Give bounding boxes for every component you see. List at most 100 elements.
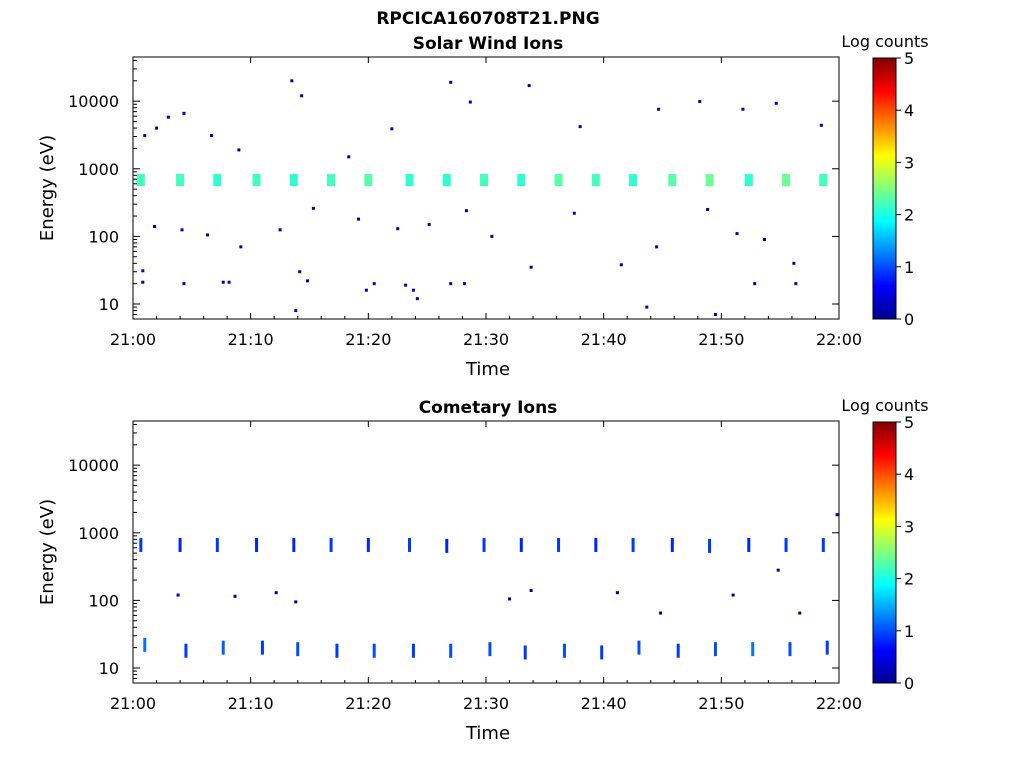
y-tick-label: 10 (99, 659, 119, 678)
heatmap-cell (372, 282, 376, 286)
x-tick-label: 22:00 (816, 694, 862, 713)
heatmap-cell (776, 568, 780, 572)
colorbar-tick-label: 3 (904, 153, 914, 172)
x-tick-label: 21:20 (345, 330, 391, 349)
heatmap-cell (482, 537, 486, 552)
colorbar-gradient (872, 421, 897, 684)
panel-title: Cometary Ions (419, 398, 558, 418)
heatmap-cell (141, 269, 145, 273)
heatmap-cell (698, 99, 702, 103)
heatmap-cell (221, 640, 225, 655)
heatmap-cell (468, 100, 472, 104)
colorbar-tick-label: 2 (904, 570, 914, 589)
x-axis-label: Time (465, 723, 510, 744)
y-axis-label: Energy (eV) (37, 499, 58, 605)
colorbar: Log counts 0 1 2 3 4 5 (841, 32, 928, 329)
heatmap-cell (329, 537, 333, 552)
heatmap-cell (143, 637, 147, 652)
x-tick-label: 21:20 (345, 694, 391, 713)
heatmap-cell (794, 282, 798, 286)
heatmap-cell (744, 174, 753, 187)
heatmap-cell (655, 245, 659, 249)
heatmap-cell (255, 537, 259, 552)
heatmap-cell (706, 207, 710, 211)
heatmap-cell (139, 537, 143, 552)
heatmap-cell (289, 174, 298, 187)
heatmap-cell (657, 107, 661, 111)
heatmap-cell (442, 174, 451, 187)
colorbar-tick-label: 5 (904, 413, 914, 432)
heatmap-cell (405, 174, 414, 187)
heatmap-cell (300, 94, 304, 98)
heatmap-cell (449, 80, 453, 84)
heatmap-cell (408, 537, 412, 552)
x-axis-label: Time (465, 359, 510, 380)
heatmap-cell (357, 217, 361, 221)
heatmap-cell (290, 79, 294, 83)
heatmap-cell (762, 237, 766, 241)
heatmap-cell (366, 537, 370, 552)
colorbar-tick-label: 4 (904, 465, 914, 484)
heatmap-cell (488, 642, 492, 657)
heatmap-cell (237, 148, 241, 152)
colorbar-tick-label: 5 (904, 49, 914, 68)
heatmap-cell (529, 265, 533, 269)
y-axis: 10 100 1000 10000 (68, 59, 839, 320)
heatmap-cell (178, 537, 182, 552)
heatmap-cell (751, 642, 755, 657)
heatmap-cell (517, 174, 526, 187)
x-tick-label: 21:30 (463, 694, 509, 713)
heatmap-cell (819, 123, 823, 127)
heatmap-cell (572, 211, 576, 215)
heatmap-cell (390, 127, 394, 131)
heatmap-cell (659, 611, 663, 615)
heatmap-cell (490, 234, 494, 238)
y-axis-label: Energy (eV) (37, 135, 58, 241)
colorbar-tick-label: 4 (904, 101, 914, 120)
heatmap-cells (136, 79, 828, 316)
y-tick-label: 100 (88, 591, 119, 610)
heatmap-cell (176, 174, 185, 187)
heatmap-cell (529, 589, 533, 593)
heatmap-cells (139, 513, 839, 660)
plot-area (132, 56, 840, 320)
heatmap-cell (155, 126, 159, 130)
heatmap-cell (713, 312, 717, 316)
heatmap-cell (141, 280, 145, 284)
colorbar-tick-label: 0 (904, 674, 914, 693)
x-tick-label: 21:40 (581, 330, 627, 349)
heatmap-cell (735, 232, 739, 236)
x-tick-label: 21:10 (228, 330, 274, 349)
heatmap-cell (427, 222, 431, 226)
x-tick-label: 21:50 (698, 694, 744, 713)
heatmap-cell (519, 537, 523, 552)
heatmap-cell (557, 537, 561, 552)
y-tick-label: 1000 (78, 160, 119, 179)
x-tick-label: 21:00 (110, 694, 156, 713)
heatmap-cell (449, 282, 453, 286)
heatmap-cell (298, 270, 302, 274)
heatmap-cell (637, 640, 641, 655)
x-tick-label: 21:00 (110, 330, 156, 349)
colorbar-tick-label: 0 (904, 310, 914, 329)
heatmap-cell (713, 642, 717, 657)
heatmap-cell (215, 537, 219, 552)
heatmap-cell (615, 591, 619, 595)
y-tick-label: 100 (88, 227, 119, 246)
colorbar-tick-label: 2 (904, 206, 914, 225)
heatmap-cell (184, 643, 188, 658)
heatmap-cell (527, 84, 531, 88)
heatmap-cell (731, 593, 735, 597)
heatmap-cell (296, 642, 300, 657)
heatmap-cell (782, 174, 791, 187)
heatmap-cell (278, 228, 282, 232)
heatmap-cell (821, 537, 825, 552)
colorbar-tick-label: 1 (904, 622, 914, 641)
heatmap-cell (166, 115, 170, 119)
heatmap-cell (594, 537, 598, 552)
colorbar-tick-label: 3 (904, 517, 914, 536)
heatmap-cell (294, 309, 298, 313)
heatmap-cell (335, 643, 339, 658)
heatmap-cell (753, 282, 757, 286)
heatmap-cell (445, 538, 449, 553)
